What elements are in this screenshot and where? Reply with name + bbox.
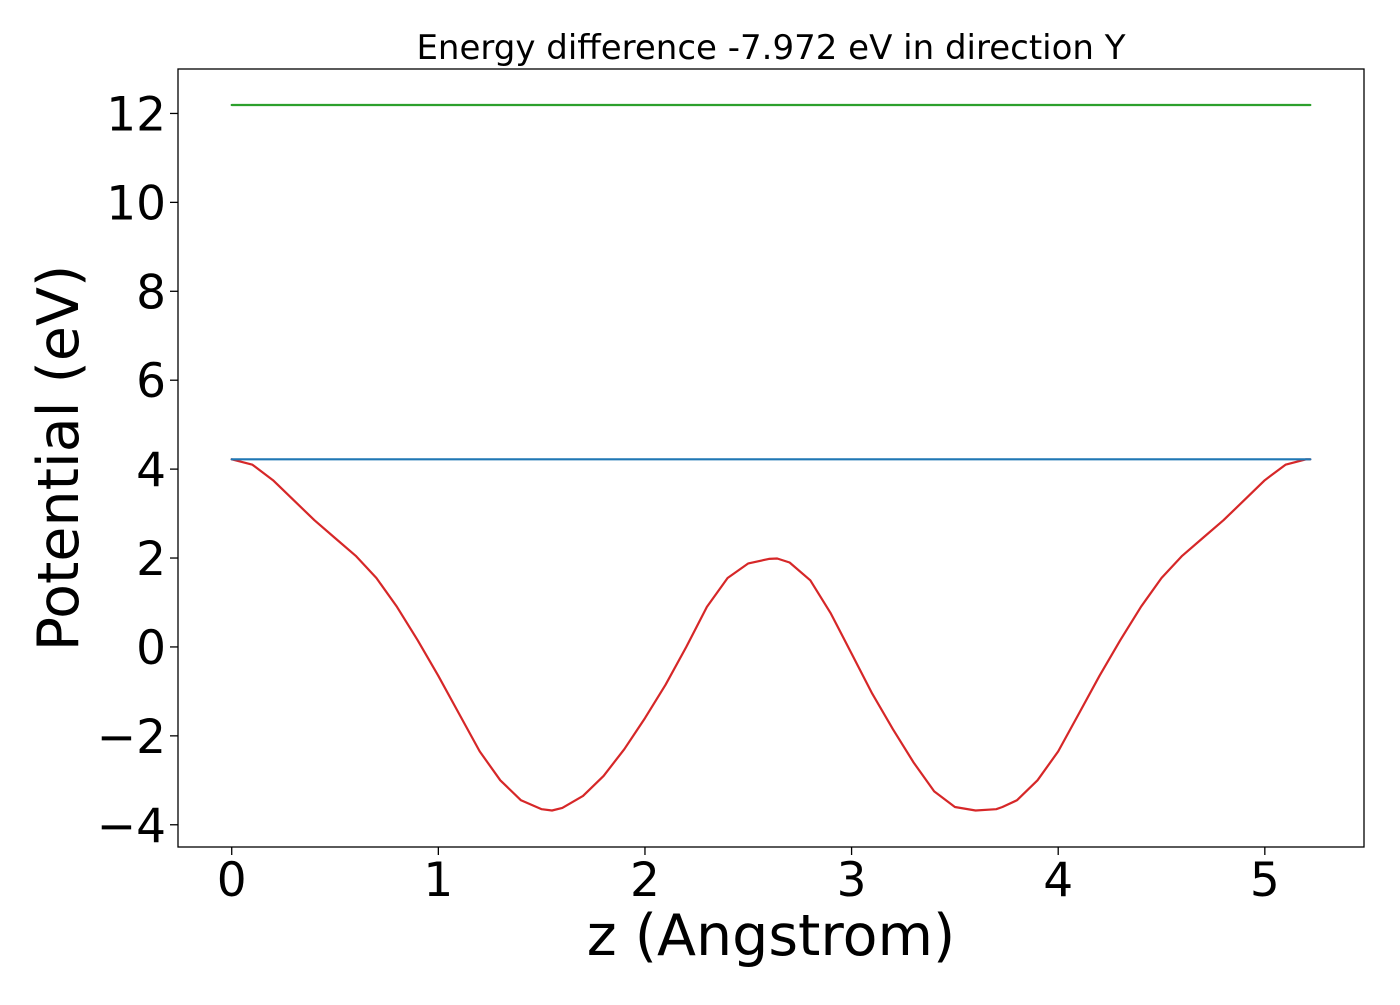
plot-frame <box>177 68 1365 848</box>
x-axis-ticks: 0 1 2 3 4 5 <box>217 847 1280 908</box>
x-tick-label: 2 <box>630 853 660 908</box>
x-tick-label: 5 <box>1250 853 1280 908</box>
x-tick-label: 0 <box>217 853 247 908</box>
series-layer <box>230 103 1312 812</box>
x-axis-label: z (Angstrom) <box>587 903 955 969</box>
x-tick-label: 4 <box>1043 853 1073 908</box>
y-tick-label: 2 <box>136 532 166 587</box>
y-tick-label: −2 <box>97 710 166 765</box>
y-tick-label: 6 <box>136 354 166 409</box>
y-tick-label: 8 <box>136 265 166 320</box>
y-tick-label: −4 <box>97 799 166 854</box>
y-axis-ticks: −4 −2 0 2 4 6 8 10 12 <box>97 87 178 854</box>
x-tick-label: 3 <box>837 853 867 908</box>
chart-title: Energy difference -7.972 eV in direction… <box>416 28 1125 68</box>
series-line-1 <box>230 458 1312 812</box>
y-tick-label: 12 <box>106 87 166 142</box>
x-tick-label: 1 <box>423 853 453 908</box>
y-tick-label: 10 <box>106 176 166 231</box>
y-tick-label: 4 <box>136 443 166 498</box>
y-axis-label: Potential (eV) <box>26 265 92 651</box>
y-tick-label: 0 <box>136 621 166 676</box>
